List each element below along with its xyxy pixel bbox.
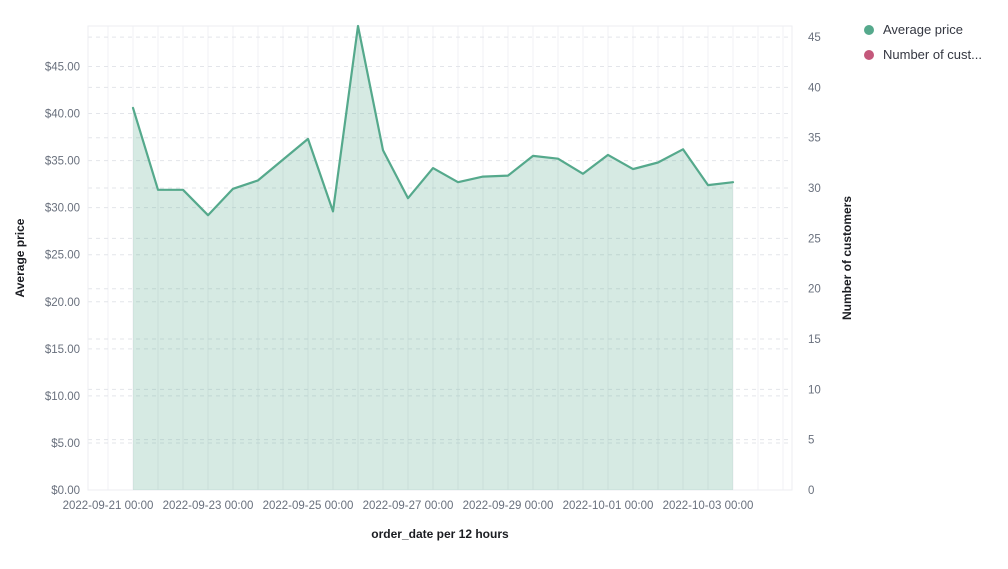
plot-border [87,25,793,491]
left-axis-tick-label: $15.00 [45,344,80,356]
series-area-fill [133,26,733,490]
right-axis-tick-label: 30 [808,183,821,195]
left-axis-tick-label: $20.00 [45,297,80,309]
left-axis-tick-label: $30.00 [45,203,80,215]
left-axis-tick-label: $0.00 [51,485,80,497]
right-axis-tick-label: 40 [808,82,821,94]
right-axis-tick-label: 15 [808,334,821,346]
right-axis-tick-label: 0 [808,485,814,497]
right-axis-tick-label: 5 [808,435,814,447]
left-axis-tick-label: $35.00 [45,156,80,168]
x-axis-tick-label: 2022-10-03 00:00 [663,500,754,512]
legend-dot-number-of-customers-icon [864,49,874,60]
x-axis-tick-label: 2022-10-01 00:00 [563,500,654,512]
legend-label-number-of-customers: Number of cust... [883,47,982,62]
legend-item-number-of-customers[interactable]: Number of cust... [864,47,982,62]
series-line[interactable] [131,24,735,217]
horizontal-gridlines [88,36,792,491]
x-axis-tick-label: 2022-09-29 00:00 [463,500,554,512]
left-axis-title: Average price [13,218,27,298]
legend-dot-average-price-icon [864,24,874,35]
left-axis-tick-label: $10.00 [45,391,80,403]
left-axis-tick-label: $45.00 [45,61,80,73]
right-axis-tick-label: 10 [808,384,821,396]
x-axis-title: order_date per 12 hours [371,527,509,541]
x-axis-tick-labels: 2022-09-21 00:00 2022-09-23 00:00 2022-09-… [63,500,754,512]
vertical-gridlines [107,26,784,490]
right-axis-title: Number of customers [840,195,854,321]
x-axis-tick-label: 2022-09-27 00:00 [363,500,454,512]
right-axis-tick-label: 20 [808,284,821,296]
legend-label-average-price: Average price [883,22,963,37]
right-axis-tick-label: 35 [808,133,821,145]
left-axis-tick-label: $5.00 [51,438,80,450]
right-axis-tick-labels: 0 5 10 15 20 25 30 35 40 45 [808,32,821,497]
right-axis-tick-label: 45 [808,32,821,44]
left-axis-tick-label: $40.00 [45,109,80,121]
x-axis-tick-label: 2022-09-21 00:00 [63,500,154,512]
right-axis-tick-label: 25 [808,233,821,245]
legend-item-average-price[interactable]: Average price [864,22,982,37]
x-axis-tick-label: 2022-09-25 00:00 [263,500,354,512]
left-axis-tick-label: $25.00 [45,250,80,262]
x-axis-tick-label: 2022-09-23 00:00 [163,500,254,512]
legend: Average price Number of cust... [864,22,982,62]
left-axis-tick-labels: $0.00 $5.00 $10.00 $15.00 $20.00 $25.00 $30.00… [45,61,80,497]
series-layer[interactable] [131,24,735,490]
